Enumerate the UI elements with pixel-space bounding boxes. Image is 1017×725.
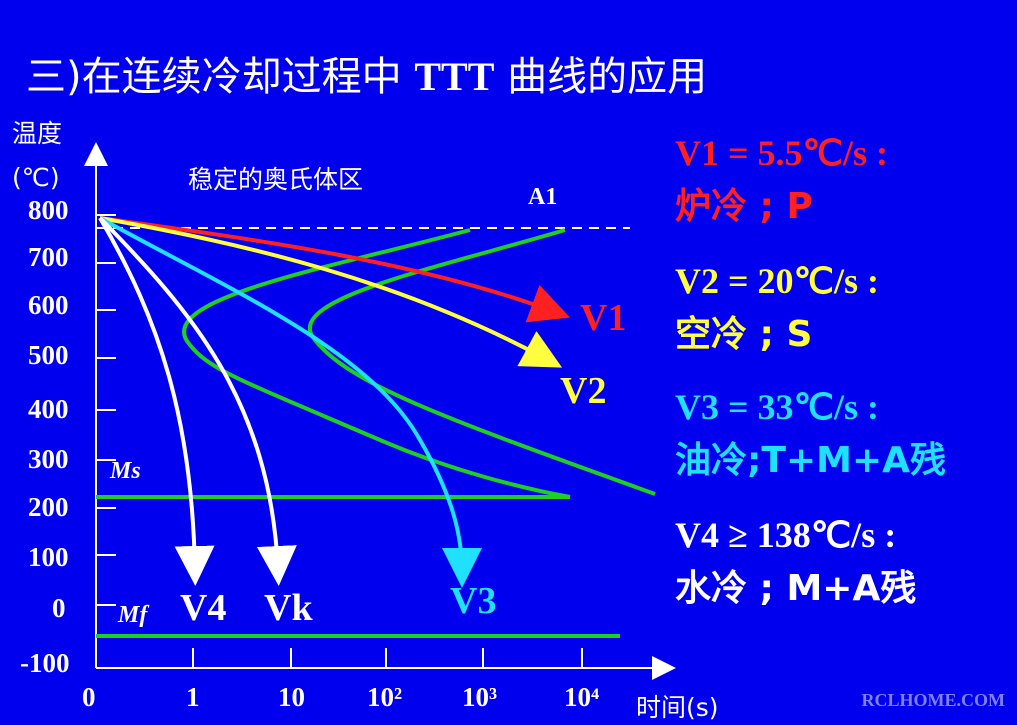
austenite-region-label: 稳定的奥氏体区	[188, 165, 363, 194]
y-tick-label: 500	[28, 340, 69, 370]
y-tick-label: 800	[28, 195, 69, 225]
v4-rate: V4 ≥ 138℃/s :	[675, 515, 897, 555]
v4-product: 水冷 ; M+A残	[675, 568, 917, 609]
v2-label: V2	[560, 370, 606, 412]
v3-product: 油冷;T+M+A残	[675, 440, 946, 481]
x-tick-label: 10²	[367, 682, 402, 712]
y-tick-label: 200	[28, 492, 69, 522]
vk-label: Vk	[264, 587, 313, 629]
v2-rate: V2 = 20℃/s :	[675, 261, 879, 301]
ttt-start-curve	[182, 228, 571, 499]
v1-rate: V1 = 5.5℃/s :	[675, 133, 888, 173]
x-tick-label: 10³	[462, 682, 497, 712]
y-axis-label: 温度	[12, 119, 62, 148]
v1-label: V1	[580, 297, 626, 339]
x-tick-label: 10⁴	[564, 682, 599, 712]
x-tick-label: 1	[186, 682, 200, 712]
x-tick-marks	[192, 648, 583, 668]
v3-label: V3	[450, 580, 496, 622]
v3-description: V3 = 33℃/s : 油冷;T+M+A残	[675, 380, 946, 488]
y-tick-label: 300	[28, 444, 69, 474]
title-suffix: 曲线的应用	[494, 54, 708, 100]
y-tick-label: 600	[28, 290, 69, 320]
slide-title: 三)在连续冷却过程中 TTT 曲线的应用	[26, 44, 707, 102]
y-axis-unit: (℃)	[12, 163, 60, 192]
v4-cooling-curve	[98, 216, 215, 586]
ttt-finish-curve	[307, 228, 656, 496]
y-tick-label: 0	[52, 593, 66, 623]
watermark: RCLHOME.COM	[861, 690, 1006, 710]
v2-description: V2 = 20℃/s : 空冷 ; S	[675, 254, 879, 362]
v2-product: 空冷 ; S	[675, 314, 813, 355]
v3-rate: V3 = 33℃/s :	[675, 387, 879, 427]
a1-label: A1	[528, 184, 557, 210]
x-axis-label: 时间(s)	[636, 693, 719, 722]
v1-description: V1 = 5.5℃/s : 炉冷 ; P	[675, 126, 888, 234]
v4-label: V4	[180, 587, 226, 629]
v4-description: V4 ≥ 138℃/s : 水冷 ; M+A残	[675, 508, 916, 616]
mf-label: Mf	[117, 602, 149, 628]
x-tick-label: 10	[278, 682, 305, 712]
v1-product: 炉冷 ; P	[675, 186, 813, 227]
x-tick-label: 0	[82, 682, 96, 712]
v1-cooling-curve	[99, 216, 571, 323]
v2-cooling-curve	[99, 216, 563, 368]
v3-cooling-curve	[99, 216, 482, 588]
y-tick-marks	[96, 214, 116, 606]
y-tick-label: 400	[28, 394, 69, 424]
y-tick-label: 700	[28, 242, 69, 272]
ms-label: Ms	[109, 458, 141, 484]
vk-cooling-curve	[98, 216, 297, 586]
title-ttt: TTT	[414, 54, 495, 99]
y-tick-label: -100	[20, 648, 70, 678]
y-tick-label: 100	[28, 542, 69, 572]
title-prefix: 三)在连续冷却过程中	[26, 54, 415, 100]
